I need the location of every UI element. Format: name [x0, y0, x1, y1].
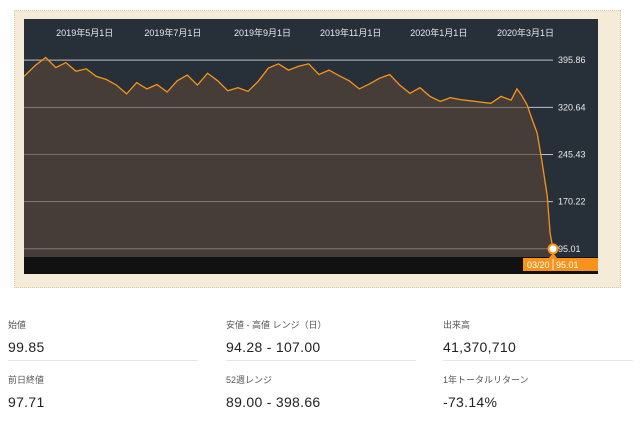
x-tick-label: 2019年5月1日	[56, 27, 113, 38]
x-tick-label: 2020年1月1日	[410, 27, 467, 38]
x-tick-label: 2019年7月1日	[144, 27, 201, 38]
stat-prev-close: 前日終値 97.71	[8, 373, 198, 410]
y-tick-label: 395.86	[558, 55, 586, 65]
x-tick-label: 2019年9月1日	[234, 27, 291, 38]
divider	[8, 360, 198, 361]
stat-label: 始値	[8, 320, 27, 330]
x-axis-bar	[24, 257, 598, 274]
stat-value: 94.28 - 107.00	[226, 339, 321, 355]
stat-52w-range: 52週レンジ 89.00 - 398.66	[226, 373, 416, 410]
y-tick-label: 320.64	[558, 102, 586, 112]
stat-label: 前日終値	[8, 375, 45, 385]
series-line	[24, 56, 554, 249]
stat-value: -73.14%	[443, 394, 498, 410]
stat-label: 1年トータルリターン	[443, 375, 529, 385]
stat-label: 出来高	[443, 320, 471, 330]
stat-volume: 出来高 41,370,710	[443, 318, 633, 361]
current-value-label: 95.01	[556, 260, 579, 270]
last-point-marker	[547, 243, 559, 255]
stat-value: 89.00 - 398.66	[226, 394, 321, 410]
stat-value: 41,370,710	[443, 339, 517, 355]
x-tick-label: 2019年11月1日	[320, 27, 381, 38]
stat-label: 52週レンジ	[226, 375, 273, 385]
divider	[443, 360, 633, 361]
y-tick-label: 245.43	[558, 149, 586, 159]
y-tick-label: 95.01	[558, 244, 581, 254]
stat-label: 安値 - 高値 レンジ（日）	[226, 320, 327, 330]
price-chart: 2019年5月1日 2019年7月1日 2019年9月1日 2019年11月1日 202…	[24, 19, 598, 274]
stat-day-range: 安値 - 高値 レンジ（日） 94.28 - 107.00	[226, 318, 416, 361]
stat-open: 始値 99.85	[8, 318, 198, 361]
stat-value: 97.71	[8, 394, 45, 410]
badge-pointer	[549, 253, 557, 258]
y-tick-label: 170.22	[558, 197, 586, 207]
divider	[226, 360, 416, 361]
x-tick-label: 2020年3月1日	[497, 27, 554, 38]
current-date-label: 03/20	[527, 260, 550, 270]
current-badge	[523, 258, 598, 271]
stat-1y-return: 1年トータルリターン -73.14%	[443, 373, 633, 410]
stat-value: 99.85	[8, 339, 45, 355]
